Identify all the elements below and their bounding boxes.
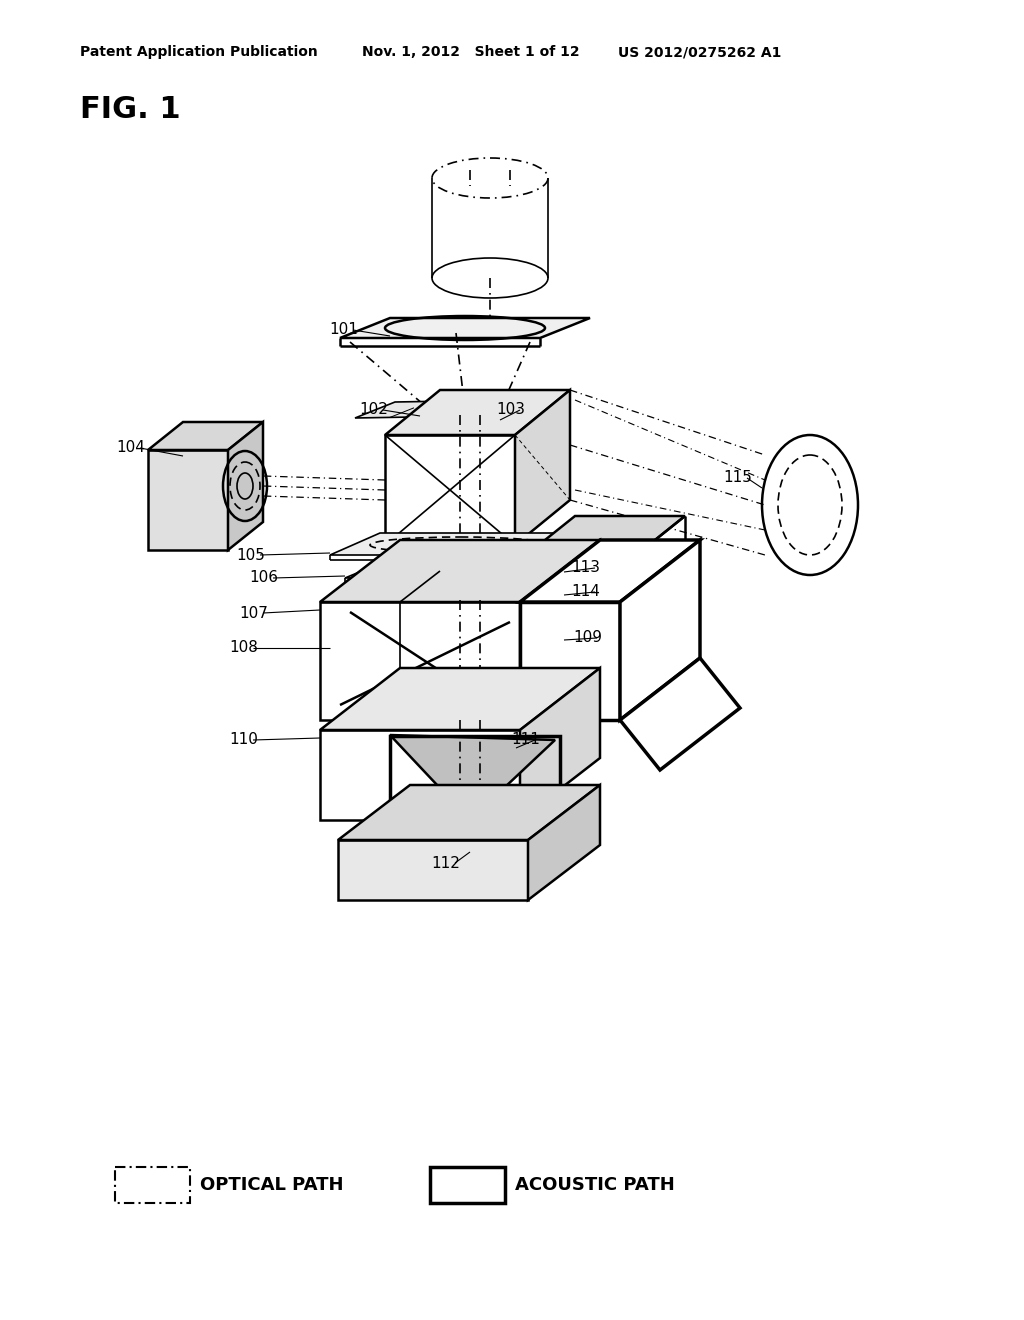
Text: 108: 108 xyxy=(229,640,258,656)
Polygon shape xyxy=(148,422,263,450)
Polygon shape xyxy=(148,450,228,550)
Polygon shape xyxy=(530,516,685,552)
Polygon shape xyxy=(520,540,700,602)
Text: ACOUSTIC PATH: ACOUSTIC PATH xyxy=(515,1176,675,1195)
Bar xyxy=(115,1167,190,1203)
Text: 102: 102 xyxy=(359,403,388,417)
Bar xyxy=(390,737,560,820)
Polygon shape xyxy=(355,399,570,418)
Text: 101: 101 xyxy=(329,322,358,338)
Polygon shape xyxy=(520,668,600,820)
Text: 106: 106 xyxy=(249,570,278,586)
Polygon shape xyxy=(338,840,528,900)
Polygon shape xyxy=(620,540,700,719)
Text: 104: 104 xyxy=(116,441,145,455)
Text: 110: 110 xyxy=(229,733,258,747)
Polygon shape xyxy=(319,540,600,602)
Polygon shape xyxy=(520,602,620,719)
Polygon shape xyxy=(515,389,570,545)
Bar xyxy=(430,1167,505,1203)
Text: 113: 113 xyxy=(571,561,600,576)
Polygon shape xyxy=(620,657,740,770)
Text: 111: 111 xyxy=(511,733,540,747)
Text: 103: 103 xyxy=(496,403,525,417)
Polygon shape xyxy=(319,602,520,719)
Polygon shape xyxy=(530,552,640,620)
Polygon shape xyxy=(330,533,590,554)
Text: 107: 107 xyxy=(240,606,268,620)
Text: OPTICAL PATH: OPTICAL PATH xyxy=(200,1176,343,1195)
Text: 109: 109 xyxy=(573,631,602,645)
Polygon shape xyxy=(520,540,600,719)
Text: Nov. 1, 2012   Sheet 1 of 12: Nov. 1, 2012 Sheet 1 of 12 xyxy=(362,45,580,59)
Polygon shape xyxy=(345,558,583,578)
Polygon shape xyxy=(319,730,520,820)
Polygon shape xyxy=(319,668,600,730)
Polygon shape xyxy=(385,389,570,436)
Text: Patent Application Publication: Patent Application Publication xyxy=(80,45,317,59)
Polygon shape xyxy=(228,422,263,550)
Polygon shape xyxy=(385,436,515,545)
Polygon shape xyxy=(338,785,600,840)
Text: 105: 105 xyxy=(237,548,265,562)
Text: 114: 114 xyxy=(571,585,600,599)
Text: FIG. 1: FIG. 1 xyxy=(80,95,180,124)
Polygon shape xyxy=(528,785,600,900)
Polygon shape xyxy=(340,318,590,338)
Polygon shape xyxy=(390,735,555,820)
Text: 112: 112 xyxy=(431,855,460,870)
Text: US 2012/0275262 A1: US 2012/0275262 A1 xyxy=(618,45,781,59)
Bar xyxy=(538,562,632,610)
Text: 115: 115 xyxy=(723,470,752,486)
